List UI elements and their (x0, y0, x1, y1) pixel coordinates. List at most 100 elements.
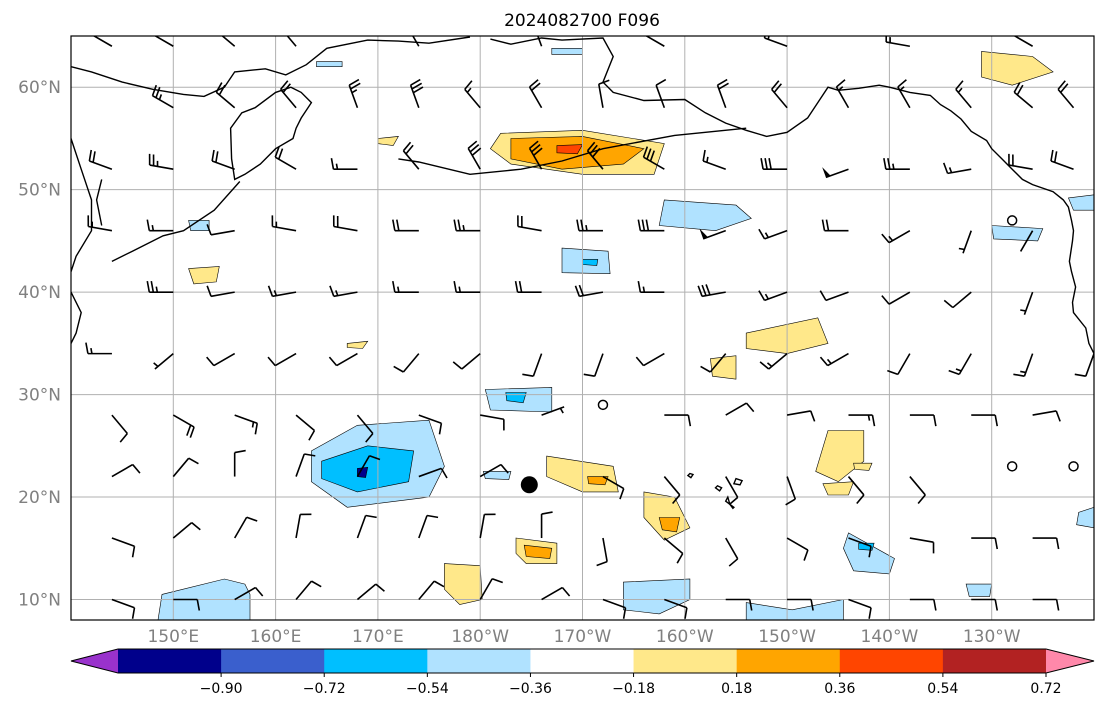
wind-barb (1057, 80, 1075, 109)
wind-barb (330, 158, 358, 170)
calm-wind-circle (597, 399, 609, 411)
anomaly-region (815, 430, 865, 483)
wind-barb (702, 149, 726, 170)
wind-barb (356, 583, 385, 601)
wind-barb (295, 513, 312, 539)
coastline (71, 36, 471, 98)
wind-barb (822, 167, 849, 179)
wind-barb (453, 219, 481, 232)
anomaly-region (482, 471, 512, 480)
wind-barb (1013, 353, 1034, 377)
wind-barb (642, 146, 665, 170)
colorbar-segment (839, 649, 944, 673)
wind-barb (332, 215, 358, 232)
wind-barb (725, 402, 755, 416)
anomaly-region (981, 51, 1054, 86)
wind-barb (909, 476, 926, 505)
wind-barb (725, 537, 739, 567)
wind-barb (725, 598, 753, 611)
wind-barb (267, 285, 297, 298)
coastline (71, 291, 82, 344)
wind-barb (392, 219, 419, 232)
wind-barb (760, 158, 788, 170)
colorbar-segment (324, 649, 428, 673)
wind-barb (971, 537, 999, 550)
wind-barb (897, 79, 911, 109)
wind-barb (111, 598, 136, 619)
lat-label: 20°N (18, 488, 61, 508)
wind-barb (464, 80, 481, 109)
lat-label: 50°N (18, 181, 61, 201)
wind-barb (663, 476, 681, 505)
wind-barb (295, 414, 316, 441)
wind-barb (356, 414, 374, 443)
coastline (111, 181, 241, 263)
coastline (732, 477, 744, 486)
wind-barb (215, 82, 236, 109)
wind-barb (596, 537, 608, 567)
wind-barb (540, 511, 553, 539)
wind-barb (1019, 230, 1034, 252)
storm-center-marker (520, 476, 538, 494)
colorbar-segment (736, 649, 841, 673)
wind-barb (725, 476, 739, 506)
wind-barb (329, 285, 358, 298)
wind-barb (942, 162, 972, 175)
wind-barb (479, 513, 496, 539)
calm-wind-circle (1006, 215, 1018, 226)
coastline (71, 138, 93, 272)
wind-barb (522, 353, 543, 377)
wind-barb (1093, 414, 1094, 416)
wind-barb (787, 598, 814, 611)
wind-barb (452, 353, 481, 370)
wind-barb (971, 414, 999, 427)
wind-barb (528, 79, 543, 109)
wind-barb (402, 141, 420, 170)
lon-label: 170°E (352, 627, 404, 647)
wind-barb (418, 414, 443, 435)
wind-barb (267, 352, 297, 367)
wind-barb (909, 537, 935, 554)
wind-barb (280, 80, 297, 109)
wind-barb (1013, 82, 1034, 109)
wind-barb (700, 353, 727, 373)
wind-barb (943, 291, 972, 309)
anomaly-region (658, 199, 752, 232)
wind-barb (541, 586, 571, 601)
wind-barb (1050, 149, 1074, 170)
wind-barb (697, 284, 726, 298)
anomaly-region (357, 466, 369, 478)
anomaly-region (965, 583, 993, 597)
wind-barb (151, 84, 174, 109)
wind-barb (835, 79, 850, 109)
wind-barb (111, 463, 141, 478)
wind-barb (146, 219, 174, 232)
wind-barb (574, 284, 604, 298)
colorbar: −0.90 −0.72 −0.54 −0.36 −0.18 0.18 0.36 0.54 0.7… (70, 648, 1095, 697)
colorbar-extend-high (1046, 649, 1094, 673)
wind-barb (819, 290, 849, 302)
wind-barb (409, 78, 424, 108)
wind-barb (1020, 291, 1034, 315)
lon-label: 160°W (656, 627, 714, 647)
colorbar-segment (427, 649, 531, 673)
wind-barb (637, 280, 665, 293)
wind-barb (148, 153, 174, 170)
lon-label: 150°W (758, 627, 816, 647)
wind-barb (847, 476, 865, 505)
coastline (686, 472, 695, 479)
wind-barb (955, 80, 972, 109)
map-frame (70, 35, 1095, 621)
anomaly-region (551, 47, 583, 55)
wind-barb (598, 79, 610, 108)
wind-barb (392, 280, 419, 293)
colorbar-segment (118, 649, 222, 673)
anomaly-region (316, 61, 343, 67)
wind-barb (602, 475, 625, 500)
wind-barb (87, 215, 113, 232)
lon-label: 180°W (451, 627, 509, 647)
wind-barb (1032, 598, 1060, 611)
wind-barb (153, 353, 174, 370)
wind-barb (233, 449, 246, 477)
wind-barb (356, 455, 381, 477)
